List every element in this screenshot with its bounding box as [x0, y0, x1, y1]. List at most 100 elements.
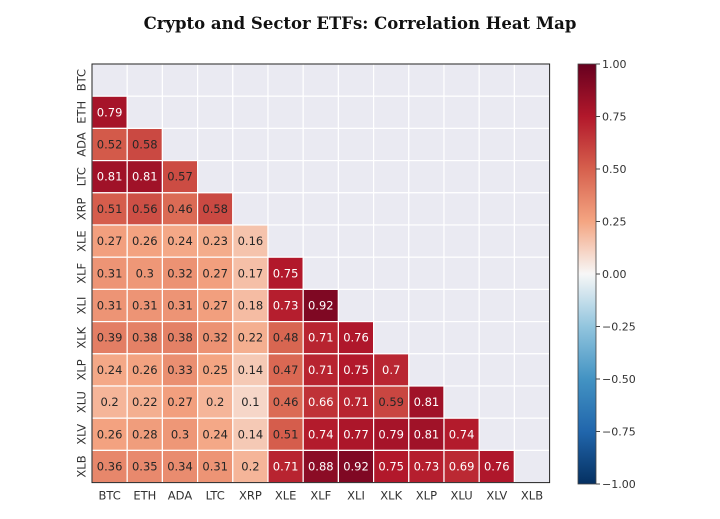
cell-value-label: 0.69	[449, 460, 475, 474]
masked-cell	[443, 63, 480, 97]
masked-cell	[337, 256, 375, 291]
masked-cell	[161, 63, 199, 97]
cell-value-label: 0.35	[132, 460, 158, 474]
heatmap-cell-XLU-XLK	[373, 385, 410, 419]
masked-cell	[197, 160, 234, 194]
heatmap-cell-XLB-XLU	[443, 449, 480, 484]
masked-cell	[126, 63, 163, 97]
masked-cell	[513, 385, 551, 419]
cell-value-label: 0.46	[167, 202, 193, 216]
cell-value-label: 0.75	[273, 266, 299, 280]
x-tick-label: XRP	[239, 489, 262, 503]
heatmap-cell-XLE-BTC	[91, 224, 128, 258]
masked-cell	[513, 321, 551, 355]
cell-value-label: 0.32	[202, 331, 228, 345]
masked-cell	[443, 385, 480, 419]
y-tick-label: LTC	[75, 167, 89, 186]
masked-cell	[302, 224, 340, 258]
heatmap-cell-XLV-XLF	[302, 417, 340, 452]
cell-value-label: 0.23	[202, 234, 228, 248]
cell-value-label: 0.31	[202, 460, 228, 474]
cell-value-label: 0.31	[167, 299, 193, 313]
masked-cell	[373, 321, 410, 355]
colorbar-tick-label: 0.75	[602, 111, 627, 124]
masked-cell	[513, 192, 551, 226]
y-tick-label: XRP	[75, 197, 89, 220]
masked-cell	[267, 160, 304, 194]
masked-cell	[197, 127, 234, 162]
heatmap-cell-XLV-XLK	[373, 417, 410, 452]
masked-cell	[302, 192, 340, 226]
heatmap-cell-XLB-XLF	[302, 449, 340, 484]
masked-cell	[267, 127, 304, 162]
cell-value-label: 0.57	[167, 170, 193, 184]
heatmap-cell-XLV-XLI	[337, 417, 375, 452]
x-tick-label: XLE	[275, 489, 297, 503]
masked-cell	[513, 449, 551, 484]
masked-cell	[337, 63, 375, 97]
cell-value-label: 0.3	[136, 266, 154, 280]
masked-cell	[443, 127, 480, 162]
heatmap-cell-XLU-XLI	[337, 385, 375, 419]
masked-cell	[513, 224, 551, 258]
x-tick-label: XLP	[416, 489, 437, 503]
masked-cell	[232, 127, 269, 162]
masked-cell	[443, 256, 480, 291]
heatmap-cell-XLK-XLE	[267, 321, 304, 355]
masked-cell	[408, 192, 445, 226]
cell-value-label: 0.71	[273, 460, 299, 474]
x-tick-label: XLK	[380, 489, 402, 503]
masked-cell	[91, 63, 128, 97]
heatmap-cell-XLU-BTC	[91, 385, 128, 419]
cell-value-label: 0.76	[484, 460, 510, 474]
colorbar-tick-label: −0.75	[602, 426, 636, 439]
cell-value-label: 0.36	[97, 460, 123, 474]
x-tick-label: BTC	[98, 489, 120, 503]
heatmap-cell-XLP-XRP	[232, 353, 269, 387]
y-tick-label: XLU	[75, 391, 89, 413]
masked-cell	[443, 288, 480, 323]
heatmap-cell-XLI-LTC	[197, 288, 234, 323]
cell-value-label: 0.92	[343, 460, 369, 474]
cell-value-label: 0.24	[97, 363, 123, 377]
x-tick-label: XLB	[521, 489, 543, 503]
heatmap-cell-XLK-XRP	[232, 321, 269, 355]
cell-value-label: 0.71	[343, 395, 369, 409]
masked-cell	[161, 127, 199, 162]
cell-value-label: 0.34	[167, 460, 193, 474]
y-tick-label: XLE	[75, 230, 89, 252]
masked-cell	[302, 127, 340, 162]
heatmap-cell-XLK-BTC	[91, 321, 128, 355]
masked-cell	[478, 321, 516, 355]
masked-cell	[302, 256, 340, 291]
heatmap-cell-XLU-XLP	[408, 385, 445, 419]
heatmap-cell-XLI-ADA	[161, 288, 199, 323]
cell-value-label: 0.24	[202, 427, 228, 441]
masked-cell	[197, 63, 234, 97]
cell-value-label: 0.2	[100, 395, 118, 409]
cell-value-label: 0.7	[382, 363, 400, 377]
heatmap-cell-XLK-LTC	[197, 321, 234, 355]
cell-value-label: 0.22	[132, 395, 158, 409]
masked-cell	[443, 160, 480, 194]
cell-value-label: 0.46	[273, 395, 299, 409]
masked-cell	[232, 160, 269, 194]
cell-value-label: 0.28	[132, 427, 158, 441]
cell-value-label: 0.27	[167, 395, 193, 409]
cell-value-label: 0.27	[202, 299, 228, 313]
x-tick-label: LTC	[206, 489, 225, 503]
cell-value-label: 0.79	[97, 105, 123, 119]
masked-cell	[513, 160, 551, 194]
masked-cell	[161, 95, 199, 129]
heatmap-cell-XLK-ADA	[161, 321, 199, 355]
masked-cell	[408, 63, 445, 97]
cell-value-label: 0.81	[132, 170, 158, 184]
heatmap-cell-XLU-XLE	[267, 385, 304, 419]
cell-value-label: 0.31	[97, 266, 123, 280]
cell-value-label: 0.1	[241, 395, 259, 409]
colorbar-tick-label: −0.25	[602, 321, 636, 334]
cell-value-label: 0.26	[132, 234, 158, 248]
cell-value-label: 0.33	[167, 363, 193, 377]
heatmap-frame	[91, 63, 551, 484]
